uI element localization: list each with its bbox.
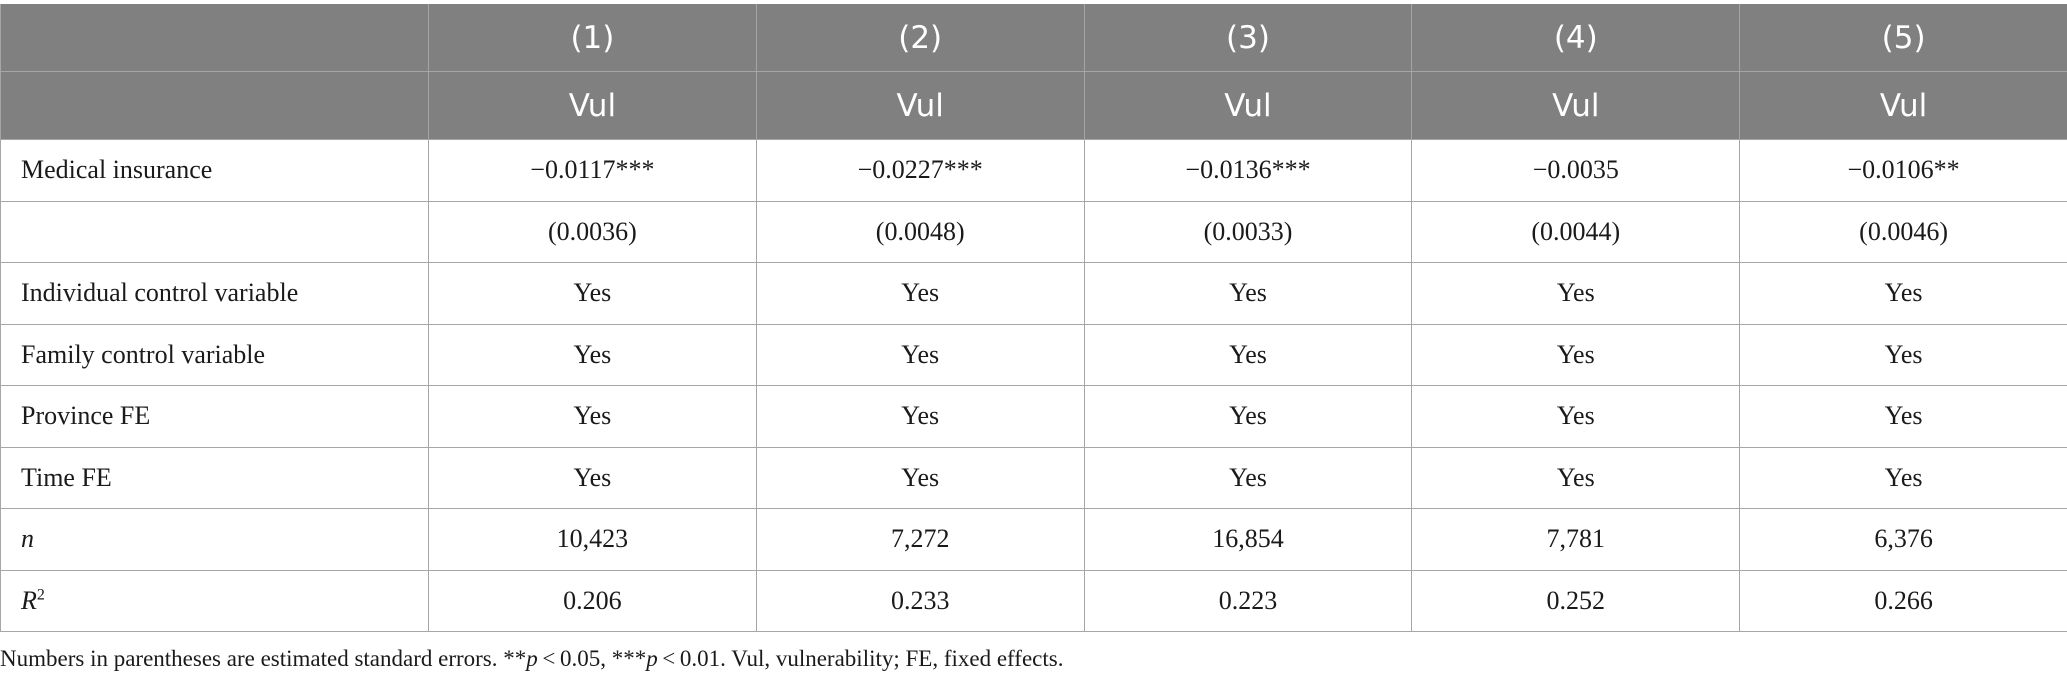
- footnote-part-1: Numbers in parentheses are estimated sta…: [0, 646, 527, 671]
- header-dv-3: Vul: [1083, 71, 1413, 140]
- header-dv-1: Vul: [428, 71, 757, 140]
- table-cell: 0.233: [755, 569, 1085, 632]
- header-model-5: (5): [1739, 4, 2067, 72]
- table-cell: Yes: [1739, 385, 2067, 448]
- table-cell: Yes: [1739, 323, 2067, 386]
- coef-cell: −0.0136***: [1083, 139, 1413, 202]
- row-label: Individual control variable: [0, 262, 429, 325]
- table-cell: Yes: [1411, 323, 1741, 386]
- table-cell: 10,423: [428, 508, 757, 571]
- se-cell: (0.0048): [755, 200, 1085, 263]
- table-cell: 7,272: [755, 508, 1085, 571]
- header-dv-5: Vul: [1739, 71, 2067, 140]
- header-dv-4: Vul: [1411, 71, 1741, 140]
- table-footnote: Numbers in parentheses are estimated sta…: [0, 646, 1063, 672]
- table-cell: Yes: [1083, 262, 1413, 325]
- table-cell: Yes: [428, 446, 757, 509]
- footnote-p-symbol-1: p: [526, 646, 538, 671]
- footnote-part-3: < 0.01. Vul, vulnerability; FE, fixed ef…: [657, 646, 1064, 671]
- table-cell: Yes: [1083, 323, 1413, 386]
- table-cell: Yes: [428, 323, 757, 386]
- table-cell: Yes: [1411, 446, 1741, 509]
- row-label: n: [0, 508, 429, 571]
- se-cell: (0.0036): [428, 200, 757, 263]
- row-label: [0, 200, 429, 263]
- table-cell: Yes: [1411, 385, 1741, 448]
- table-cell: Yes: [1083, 385, 1413, 448]
- row-label: Province FE: [0, 385, 429, 448]
- table-cell: Yes: [755, 385, 1085, 448]
- coef-cell: −0.0035: [1411, 139, 1741, 202]
- table-cell: 0.252: [1411, 569, 1741, 632]
- table-cell: 0.206: [428, 569, 757, 632]
- table-cell: 7,781: [1411, 508, 1741, 571]
- regression-table: (1) (2) (3) (4) (5) Vul Vul Vul Vul Vul …: [0, 4, 2067, 632]
- table-row-sample-size: n 10,423 7,272 16,854 7,781 6,376: [0, 508, 2067, 571]
- se-cell: (0.0033): [1083, 200, 1413, 263]
- header-model-1: (1): [428, 4, 757, 72]
- table-cell: 0.266: [1739, 569, 2067, 632]
- row-label: R2: [0, 569, 429, 632]
- table-cell: Yes: [428, 385, 757, 448]
- table-row-individual-control: Individual control variable Yes Yes Yes …: [0, 262, 2067, 325]
- header-model-3: (3): [1083, 4, 1413, 72]
- header-dv-2: Vul: [755, 71, 1085, 140]
- table-cell: 0.223: [1083, 569, 1413, 632]
- coef-cell: −0.0227***: [755, 139, 1085, 202]
- footnote-p-symbol-2: p: [646, 646, 658, 671]
- header-row-dependent-variable: Vul Vul Vul Vul Vul: [0, 71, 2067, 140]
- se-cell: (0.0046): [1739, 200, 2067, 263]
- header-row-model-numbers: (1) (2) (3) (4) (5): [0, 4, 2067, 72]
- table-body: Medical insurance −0.0117*** −0.0227*** …: [0, 139, 2067, 632]
- table-row-family-control: Family control variable Yes Yes Yes Yes …: [0, 323, 2067, 386]
- table-cell: Yes: [755, 262, 1085, 325]
- table-row-medical-insurance: Medical insurance −0.0117*** −0.0227*** …: [0, 139, 2067, 202]
- table-cell: Yes: [755, 323, 1085, 386]
- footnote-part-2: < 0.05, ***: [537, 646, 647, 671]
- row-label: Medical insurance: [0, 139, 429, 202]
- table-row-province-fe: Province FE Yes Yes Yes Yes Yes: [0, 385, 2067, 448]
- header-model-4: (4): [1411, 4, 1741, 72]
- r-squared-symbol: R: [21, 585, 37, 615]
- table-cell: Yes: [428, 262, 757, 325]
- table-cell: Yes: [1083, 446, 1413, 509]
- coef-cell: −0.0117***: [428, 139, 757, 202]
- table-row-standard-errors: (0.0036) (0.0048) (0.0033) (0.0044) (0.0…: [0, 200, 2067, 263]
- header-model-2: (2): [755, 4, 1085, 72]
- header-corner-cell: [0, 4, 429, 72]
- table-row-time-fe: Time FE Yes Yes Yes Yes Yes: [0, 446, 2067, 509]
- table-row-r-squared: R2 0.206 0.233 0.223 0.252 0.266: [0, 569, 2067, 632]
- header-corner-cell-2: [0, 71, 429, 140]
- table-cell: 6,376: [1739, 508, 2067, 571]
- table-cell: Yes: [1739, 446, 2067, 509]
- se-cell: (0.0044): [1411, 200, 1741, 263]
- table-cell: Yes: [755, 446, 1085, 509]
- table-header: (1) (2) (3) (4) (5) Vul Vul Vul Vul Vul: [0, 4, 2067, 140]
- row-label: Family control variable: [0, 323, 429, 386]
- coef-cell: −0.0106**: [1739, 139, 2067, 202]
- row-label: Time FE: [0, 446, 429, 509]
- r-squared-superscript: 2: [36, 586, 45, 604]
- table-cell: 16,854: [1083, 508, 1413, 571]
- table-cell: Yes: [1411, 262, 1741, 325]
- table-cell: Yes: [1739, 262, 2067, 325]
